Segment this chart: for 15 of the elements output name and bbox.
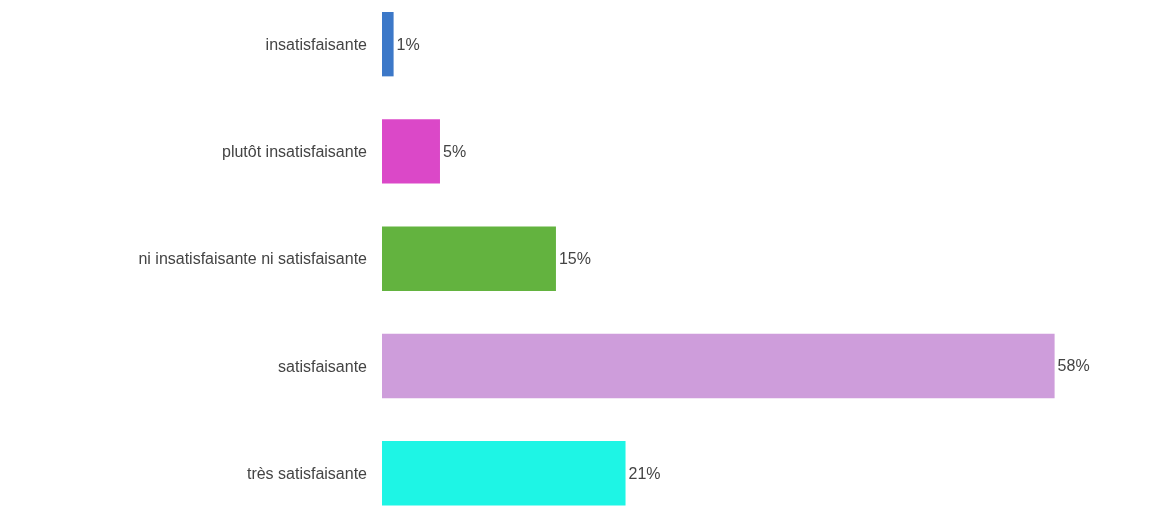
data-label: 58% <box>1057 357 1090 375</box>
bar <box>382 12 394 77</box>
data-label: 15% <box>558 250 591 268</box>
bar <box>382 441 626 506</box>
bar <box>382 226 556 291</box>
y-tick-label: plutôt insatisfaisante <box>222 143 368 161</box>
data-label: 21% <box>628 464 661 482</box>
data-label: 5% <box>442 142 467 160</box>
y-tick-label: très satisfaisante <box>246 464 368 482</box>
bar <box>382 119 440 184</box>
data-label: 1% <box>396 35 420 53</box>
y-tick-label: insatisfaisante <box>265 35 368 53</box>
y-tick-label: satisfaisante <box>278 357 368 375</box>
y-tick-label: ni insatisfaisante ni satisfaisante <box>138 250 368 268</box>
bar <box>382 333 1055 399</box>
